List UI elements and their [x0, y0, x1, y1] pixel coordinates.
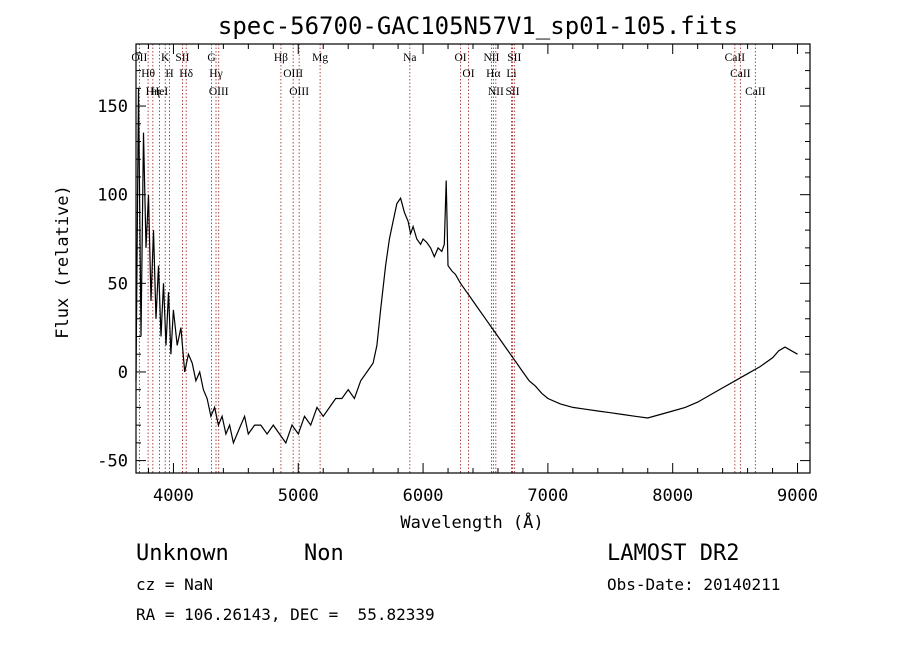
- emission-line-label: Hβ: [274, 52, 288, 64]
- emission-line-label: OII: [131, 52, 147, 64]
- emission-line-label: Mg: [312, 52, 328, 64]
- y-tick-label: -50: [97, 452, 128, 472]
- emission-line-label: OIII: [283, 68, 303, 80]
- emission-line-label: CaII: [745, 86, 766, 98]
- x-tick-label: 5000: [278, 486, 319, 506]
- emission-line-label: Hη: [146, 86, 160, 98]
- y-tick-label: 100: [97, 186, 128, 206]
- emission-line-label: H: [165, 68, 173, 80]
- x-tick-label: 9000: [777, 486, 818, 506]
- x-tick-label: 7000: [527, 486, 568, 506]
- emission-line-label: K: [161, 52, 170, 64]
- emission-line-label: Na: [403, 52, 416, 64]
- emission-line-label: OI: [454, 52, 466, 64]
- y-tick-label: 150: [97, 97, 128, 117]
- emission-line-label: SII: [507, 52, 521, 64]
- emission-line-label: CaII: [730, 68, 751, 80]
- emission-line-label: Hθ: [141, 68, 155, 80]
- emission-line-label: OI: [462, 68, 474, 80]
- chart-title: spec-56700-GAC105N57V1_sp01-105.fits: [218, 12, 738, 40]
- ra-dec-coordinates: RA = 106.26143, DEC = 55.82339: [136, 605, 435, 624]
- plot-frame: [135, 43, 811, 474]
- object-class: Unknown: [136, 541, 229, 566]
- survey-name: LAMOST DR2: [607, 541, 739, 566]
- emission-line-markers: [138, 44, 756, 473]
- spectrum-series-line: [135, 88, 798, 445]
- y-tick-label: 50: [108, 274, 128, 294]
- emission-line-label: OIII: [209, 86, 229, 98]
- emission-line-label: Hα: [486, 68, 500, 80]
- x-tick-label: 6000: [403, 486, 444, 506]
- x-tick-label: 8000: [652, 486, 693, 506]
- axis-ticks: 4000 5000 6000 7000 8000 9000 -50 0 50 100 150: [97, 44, 818, 506]
- y-tick-label: 0: [118, 363, 128, 383]
- x-axis-label: Wavelength (Å): [400, 511, 543, 533]
- emission-line-label: SII: [175, 52, 189, 64]
- emission-line-label: Hδ: [179, 68, 193, 80]
- emission-line-label: NII: [483, 52, 499, 64]
- emission-line-label: Li: [506, 68, 516, 80]
- emission-line-label: SII: [506, 86, 520, 98]
- emission-line-label: HeI: [151, 86, 168, 98]
- emission-line-label: NII: [488, 86, 504, 98]
- y-axis-label: Flux (relative): [53, 185, 73, 339]
- emission-line-label: G: [207, 52, 215, 64]
- emission-line-label: CaII: [725, 52, 746, 64]
- observation-date: Obs-Date: 20140211: [607, 575, 780, 594]
- emission-line-label: Hγ: [209, 68, 222, 80]
- object-subclass: Non: [304, 541, 344, 566]
- redshift-cz: cz = NaN: [136, 575, 213, 594]
- x-tick-label: 4000: [153, 486, 194, 506]
- emission-line-label: OIII: [289, 86, 309, 98]
